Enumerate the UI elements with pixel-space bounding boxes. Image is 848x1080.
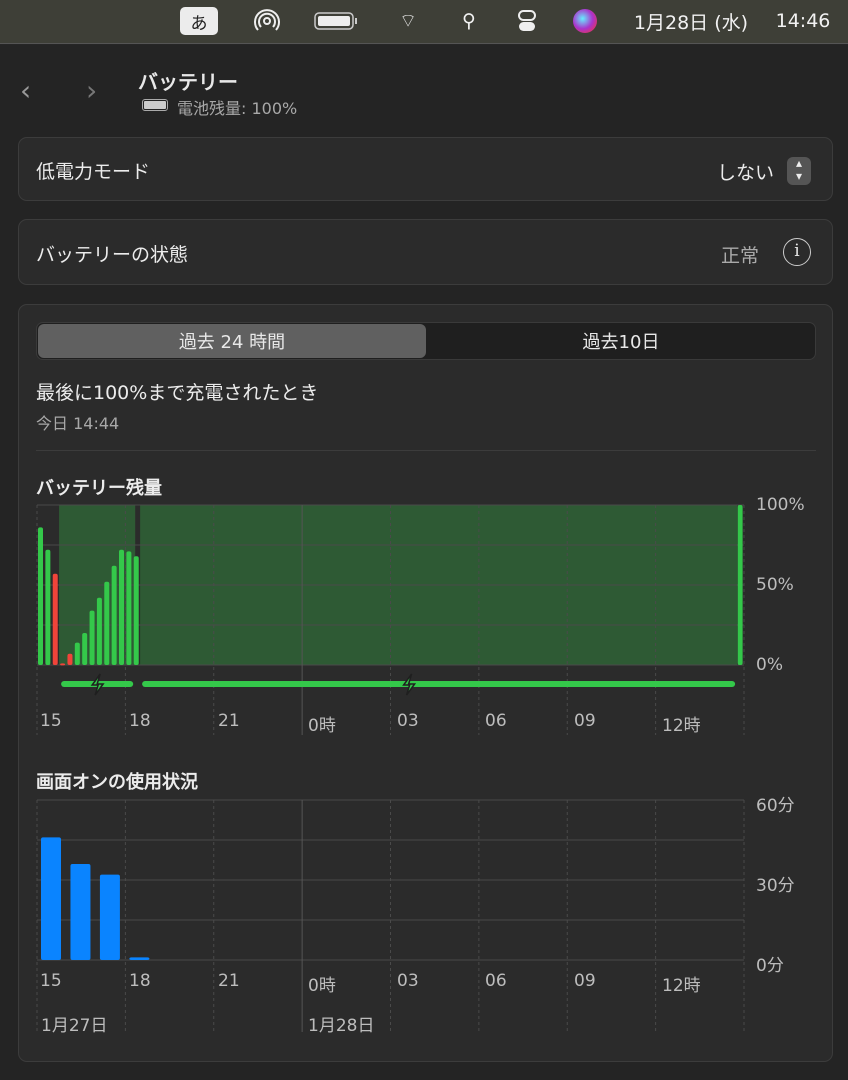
usage-bar [99, 874, 120, 960]
battery-health-row: バッテリーの状態 正常 i [18, 219, 833, 285]
x-tick-label: 18 [129, 971, 151, 991]
x-tick-label: 0時 [308, 976, 336, 996]
battery-bar [104, 581, 110, 665]
x-tick-label: 12時 [662, 716, 701, 736]
x-tick-label: 12時 [662, 976, 701, 996]
x-tick-label: 21 [218, 711, 240, 731]
battery-y-tick: 100% [756, 495, 805, 515]
battery-y-tick: 0% [756, 655, 783, 675]
day-label: 1月27日 [41, 1016, 108, 1036]
clock-date[interactable]: 1月28日 (水) [633, 11, 749, 34]
battery-icon[interactable] [312, 8, 360, 34]
usage-y-tick: 0分 [756, 956, 784, 976]
battery-bar [82, 633, 88, 665]
siri-icon[interactable] [570, 8, 600, 34]
input-method-icon[interactable]: あ [180, 7, 218, 35]
x-tick-label: 15 [40, 711, 62, 731]
battery-bar [126, 551, 132, 665]
wifi-icon[interactable]: ⌔ [399, 10, 417, 32]
chevron-updown-icon[interactable]: ▴ ▾ [787, 157, 811, 185]
battery-health-value: 正常 [721, 245, 760, 267]
battery-bar [67, 653, 73, 665]
battery-bar [737, 505, 743, 665]
tab-10-days[interactable]: 過去10日 [582, 332, 660, 353]
battery-bar [52, 573, 58, 665]
x-tick-label: 03 [397, 971, 419, 991]
battery-bar [45, 549, 51, 665]
usage-chart-title: 画面オンの使用状況 [36, 772, 198, 793]
usage-bar [129, 957, 150, 960]
battery-y-tick: 50% [756, 575, 794, 595]
tab-24-hours[interactable]: 過去 24 時間 [38, 324, 426, 358]
x-tick-label: 06 [485, 971, 507, 991]
battery-bar [119, 549, 125, 665]
x-tick-label: 09 [574, 711, 596, 731]
low-power-value[interactable]: しない [717, 162, 775, 184]
charging-indicator [142, 681, 736, 687]
usage-bar [70, 864, 91, 960]
back-button[interactable]: ‹ [20, 74, 32, 107]
usage-y-tick: 30分 [756, 876, 795, 896]
divider [36, 450, 816, 451]
battery-bar [111, 565, 117, 665]
info-icon[interactable]: i [783, 238, 811, 266]
last-charge-title: 最後に100%まで充電されたとき [36, 382, 319, 404]
last-charge-time: 今日 14:44 [36, 414, 120, 433]
page-title: バッテリー [138, 70, 238, 94]
control-center-icon[interactable] [513, 8, 541, 34]
battery-health-label: バッテリーの状態 [36, 244, 189, 266]
x-tick-label: 21 [218, 971, 240, 991]
x-tick-label: 15 [40, 971, 62, 991]
battery-bar [89, 610, 95, 665]
battery-bar [60, 663, 66, 666]
battery-bar [38, 527, 43, 665]
menu-bar: あ ⌔ ⚲ 1月28日 (水) 14:46 [0, 0, 848, 44]
x-tick-label: 06 [485, 711, 507, 731]
usage-bar [41, 837, 61, 960]
low-power-label: 低電力モード [36, 161, 151, 183]
battery-chart-title: バッテリー残量 [36, 478, 162, 499]
battery-level-text: 電池残量: 100% [177, 99, 298, 118]
usage-y-tick: 60分 [756, 796, 795, 816]
clock-time[interactable]: 14:46 [775, 10, 831, 32]
x-tick-label: 18 [129, 711, 151, 731]
forward-button[interactable]: › [86, 74, 98, 107]
battery-bar [74, 642, 80, 665]
x-tick-label: 09 [574, 971, 596, 991]
airdrop-icon[interactable] [250, 8, 284, 34]
lightning-icon [90, 673, 105, 696]
x-tick-label: 0時 [308, 716, 336, 736]
x-tick-label: 03 [397, 711, 419, 731]
battery-status-icon [142, 99, 168, 111]
low-power-row: 低電力モード しない ▴ ▾ [18, 137, 833, 201]
battery-bar [96, 597, 102, 665]
day-label: 1月28日 [308, 1016, 375, 1036]
battery-bar [133, 556, 139, 665]
period-segmented-control: 過去 24 時間 過去10日 [36, 322, 816, 360]
search-icon[interactable]: ⚲ [462, 10, 476, 32]
lightning-icon [402, 673, 417, 696]
